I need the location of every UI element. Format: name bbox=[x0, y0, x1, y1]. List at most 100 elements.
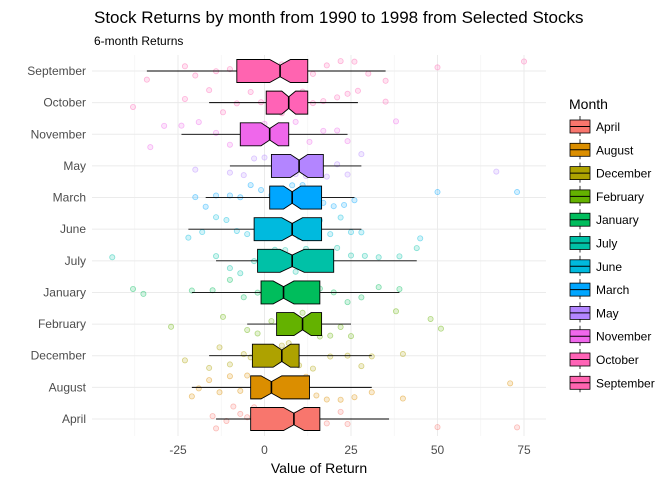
data-point bbox=[195, 119, 202, 126]
data-point bbox=[392, 118, 399, 125]
chart-subtitle: 6-month Returns bbox=[94, 34, 183, 48]
data-point bbox=[327, 353, 334, 360]
data-point bbox=[347, 333, 354, 340]
data-point bbox=[434, 189, 441, 196]
data-point bbox=[130, 103, 137, 110]
data-point bbox=[226, 192, 233, 199]
data-point bbox=[334, 94, 341, 101]
legend-title: Month bbox=[569, 96, 608, 112]
data-point bbox=[351, 394, 358, 401]
data-point bbox=[337, 396, 344, 403]
data-point bbox=[161, 122, 168, 129]
data-point bbox=[396, 286, 403, 293]
data-point bbox=[493, 168, 500, 175]
data-point bbox=[323, 62, 330, 69]
y-tick-label: June bbox=[60, 222, 86, 236]
box bbox=[250, 375, 310, 400]
data-point bbox=[347, 252, 354, 259]
data-point bbox=[202, 203, 209, 210]
data-point bbox=[358, 294, 365, 301]
data-point bbox=[223, 217, 230, 224]
data-point bbox=[309, 365, 316, 372]
data-point bbox=[396, 253, 403, 260]
data-point bbox=[358, 363, 365, 370]
data-point bbox=[309, 100, 316, 107]
boxplot-may bbox=[229, 153, 362, 178]
data-point bbox=[226, 265, 233, 272]
data-point bbox=[354, 87, 361, 94]
data-point bbox=[434, 64, 441, 71]
data-point bbox=[427, 315, 434, 322]
x-tick-label: -25 bbox=[169, 443, 187, 457]
legend-item-august: August bbox=[569, 139, 634, 160]
boxplot-august bbox=[191, 375, 372, 400]
x-tick-label: 0 bbox=[261, 443, 268, 457]
legend-label: October bbox=[596, 353, 639, 367]
boxplot-september bbox=[146, 59, 386, 83]
legend: Month April August December February January… bbox=[569, 96, 655, 393]
data-point bbox=[216, 344, 223, 351]
data-point bbox=[334, 244, 341, 251]
data-point bbox=[327, 332, 334, 339]
data-point bbox=[237, 410, 244, 417]
data-point bbox=[268, 318, 275, 325]
box bbox=[265, 90, 309, 115]
boxplot-march bbox=[205, 185, 355, 210]
box bbox=[250, 407, 321, 431]
data-point bbox=[368, 353, 375, 360]
data-point bbox=[368, 389, 375, 396]
data-point bbox=[344, 90, 351, 97]
data-point bbox=[140, 290, 147, 297]
data-point bbox=[337, 214, 344, 221]
data-point bbox=[258, 186, 265, 193]
data-point bbox=[244, 326, 251, 333]
data-point bbox=[399, 395, 406, 402]
boxplot-november bbox=[181, 122, 348, 147]
boxplot-july bbox=[216, 248, 417, 273]
data-point bbox=[289, 182, 296, 189]
data-point bbox=[143, 76, 150, 83]
data-point bbox=[375, 284, 382, 291]
legend-label: September bbox=[596, 376, 655, 390]
data-point bbox=[434, 424, 441, 431]
data-point bbox=[334, 127, 341, 134]
x-tick-label: 75 bbox=[517, 443, 531, 457]
data-point bbox=[199, 229, 206, 236]
data-point bbox=[320, 127, 327, 134]
legend-item-april: April bbox=[569, 116, 620, 136]
legend-item-september: September bbox=[569, 372, 655, 393]
legend-item-march: March bbox=[569, 279, 629, 300]
data-point bbox=[223, 417, 230, 424]
boxplot-january bbox=[191, 280, 400, 305]
data-point bbox=[206, 377, 213, 384]
boxplot-february bbox=[247, 312, 351, 337]
data-point bbox=[358, 229, 365, 236]
data-point bbox=[344, 171, 351, 178]
grid-layer bbox=[92, 55, 546, 436]
y-tick-label: September bbox=[27, 64, 86, 78]
y-tick-label: November bbox=[31, 127, 86, 141]
data-point bbox=[351, 58, 358, 65]
y-tick-label: December bbox=[31, 349, 86, 363]
data-point bbox=[306, 138, 313, 145]
data-point bbox=[233, 100, 240, 107]
legend-label: December bbox=[596, 167, 651, 181]
legend-label: February bbox=[596, 190, 644, 204]
legend-item-january: January bbox=[569, 209, 639, 230]
data-point bbox=[309, 70, 316, 77]
data-point bbox=[181, 95, 188, 102]
data-point bbox=[323, 396, 330, 403]
box bbox=[251, 343, 300, 368]
data-point bbox=[341, 201, 348, 208]
data-point bbox=[181, 63, 188, 70]
data-point bbox=[392, 308, 399, 315]
boxplot-april bbox=[216, 407, 390, 431]
data-point bbox=[375, 254, 382, 261]
x-axis-title: Value of Return bbox=[271, 460, 367, 476]
data-point bbox=[188, 287, 195, 294]
boxplot-june bbox=[188, 217, 362, 242]
data-point bbox=[313, 392, 320, 399]
data-point bbox=[278, 342, 285, 349]
data-point bbox=[237, 387, 244, 394]
